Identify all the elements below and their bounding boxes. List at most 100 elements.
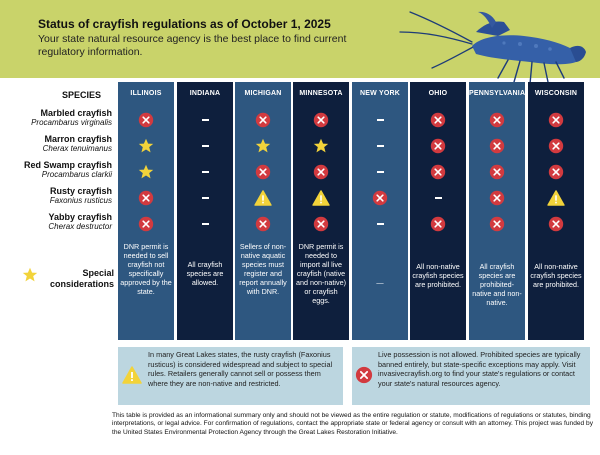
status-cell [118, 216, 174, 232]
status-cell [118, 112, 174, 128]
status-cell [410, 138, 466, 154]
dash-mark [376, 145, 384, 147]
special-consideration-note: All crayfish species are prohibited- nat… [472, 262, 522, 307]
warning-triangle-icon [122, 366, 142, 384]
status-cell [528, 138, 584, 154]
special-considerations-label: Special considerations [49, 268, 114, 289]
species-row-label: Rusty crayfish Faxonius rusticus [0, 186, 112, 206]
species-latin-name: Cherax tenuimanus [42, 144, 112, 153]
species-latin-name: Procambarus clarkii [41, 170, 112, 179]
page-title: Status of crayfish regulations as of Oct… [38, 17, 331, 31]
star-icon [22, 267, 38, 282]
status-cell [410, 190, 466, 206]
x-circle-icon [313, 216, 329, 232]
x-circle-icon [489, 112, 505, 128]
species-latin-name: Procambarus virginalis [31, 118, 112, 127]
star-icon [138, 164, 154, 179]
x-circle-icon [372, 190, 388, 206]
species-name: Yabby crayfish [48, 212, 112, 222]
x-circle-icon [313, 112, 329, 128]
state-column: INDIANA All crayfish species are allowed. [177, 82, 233, 340]
status-cell [469, 190, 525, 206]
dash-mark [376, 119, 384, 121]
status-cell [528, 112, 584, 128]
warning-triangle-icon [547, 190, 565, 206]
state-column-header: OHIO [428, 90, 448, 97]
dash-mark [201, 197, 209, 199]
species-name: Red Swamp crayfish [23, 160, 112, 170]
state-column: MICHIGAN Sellers of non-native aquatic sp… [235, 82, 291, 340]
status-cell [293, 164, 349, 180]
state-column-header: ILLINOIS [130, 90, 162, 97]
status-cell [177, 112, 233, 128]
status-cell [235, 216, 291, 232]
warning-triangle-icon [254, 190, 272, 206]
x-circle-icon [430, 216, 446, 232]
status-cell [528, 216, 584, 232]
x-circle-icon [548, 112, 564, 128]
status-cell [528, 190, 584, 206]
status-cell [352, 190, 408, 206]
status-cell [118, 190, 174, 206]
dash-mark [434, 197, 442, 199]
status-cell [293, 112, 349, 128]
dash-mark [376, 171, 384, 173]
state-column-header: MICHIGAN [244, 90, 282, 97]
status-cell [410, 164, 466, 180]
status-cell [410, 112, 466, 128]
status-cell [352, 138, 408, 154]
special-consideration-note: All non-native crayfish species are proh… [530, 262, 582, 289]
dash-mark [201, 223, 209, 225]
legend-warning-text: In many Great Lakes states, the rusty cr… [148, 350, 333, 388]
species-row-label: Marbled crayfish Procambarus virginalis [0, 108, 112, 128]
species-row-label: Yabby crayfish Cherax destructor [0, 212, 112, 232]
state-column: MINNESOTA DNR permit is needed to import … [293, 82, 349, 340]
status-cell [352, 216, 408, 232]
species-latin-name: Cherax destructor [48, 222, 112, 231]
status-cell [118, 164, 174, 180]
species-name: Rusty crayfish [49, 186, 112, 196]
special-consideration-note: DNR permit is needed to sell crayfish no… [120, 242, 172, 296]
state-column: NEW YORK — [352, 82, 408, 340]
x-circle-icon [489, 164, 505, 180]
x-circle-icon [138, 112, 154, 128]
warning-triangle-icon [312, 190, 330, 206]
status-cell [177, 190, 233, 206]
species-name: Marron crayfish [44, 134, 112, 144]
x-circle-icon [255, 164, 271, 180]
state-column: WISCONSIN All non-native crayfish species… [528, 82, 584, 340]
status-cell [177, 164, 233, 180]
star-icon [138, 138, 154, 153]
status-cell [235, 112, 291, 128]
x-circle-icon [489, 138, 505, 154]
status-cell [235, 164, 291, 180]
status-cell [352, 164, 408, 180]
status-cell [528, 164, 584, 180]
page-subtitle: Your state natural resource agency is th… [38, 33, 347, 58]
status-cell [469, 164, 525, 180]
status-cell [352, 112, 408, 128]
state-column-header: NEW YORK [360, 90, 400, 97]
star-icon [313, 138, 329, 153]
x-circle-icon [255, 112, 271, 128]
status-cell [293, 216, 349, 232]
legend-banned-box [352, 347, 590, 405]
x-circle-icon [430, 112, 446, 128]
x-circle-icon [548, 138, 564, 154]
status-cell [118, 138, 174, 154]
state-column: ILLINOIS DNR permit is needed to sell cra… [118, 82, 174, 340]
species-name: Marbled crayfish [40, 108, 112, 118]
status-cell [293, 138, 349, 154]
x-circle-icon [430, 138, 446, 154]
status-cell [293, 190, 349, 206]
special-consideration-note: Sellers of non-native aquatic species mu… [239, 242, 287, 296]
status-cell [177, 216, 233, 232]
status-cell [235, 190, 291, 206]
x-circle-icon [489, 190, 505, 206]
status-cell [235, 138, 291, 154]
dash-mark [201, 145, 209, 147]
x-circle-icon [430, 164, 446, 180]
special-consideration-note: All crayfish species are allowed. [186, 260, 224, 287]
crayfish-illustration [399, 11, 586, 85]
dash-mark [201, 119, 209, 121]
